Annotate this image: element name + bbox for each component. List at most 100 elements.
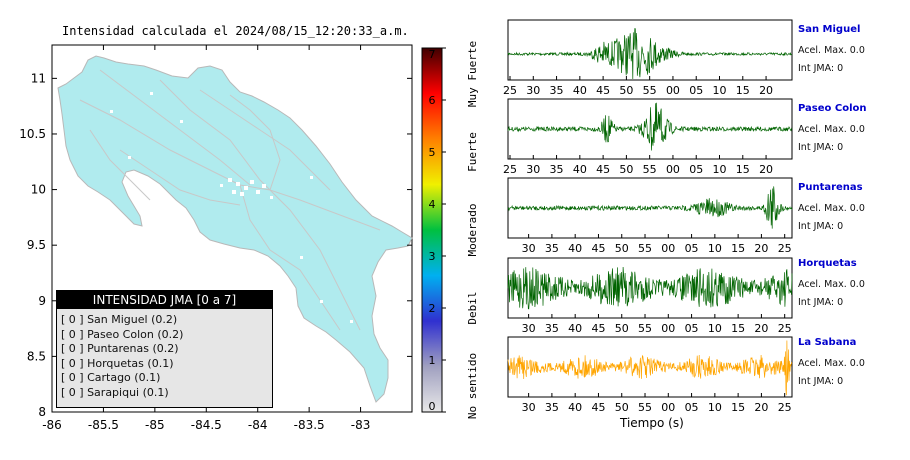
station-max-accel: Acel. Max. 0.0 bbox=[798, 45, 865, 56]
map-title: Intensidad calculada el 2024/08/15_12:20… bbox=[62, 24, 409, 38]
waveform-tick-label: 20 bbox=[759, 84, 773, 97]
waveform-tick-label: 25 bbox=[778, 322, 792, 335]
waveform-trace bbox=[507, 102, 793, 151]
y-tick-label: 8.5 bbox=[27, 349, 46, 363]
waveform-tick-label: 05 bbox=[685, 401, 699, 414]
waveform-tick-label: 55 bbox=[643, 84, 657, 97]
legend-entry: [ 0 ] Horquetas (0.1) bbox=[61, 356, 174, 370]
colorbar-category-label: Moderado bbox=[466, 204, 479, 257]
waveform-tick-label: 00 bbox=[661, 242, 675, 255]
waveform-tick-label: 10 bbox=[708, 401, 722, 414]
waveform-tick-label: 40 bbox=[568, 401, 582, 414]
y-tick-label: 10 bbox=[31, 183, 46, 197]
waveform-tick-label: 35 bbox=[550, 163, 564, 176]
station-max-accel: Acel. Max. 0.0 bbox=[798, 358, 865, 369]
waveform-tick-label: 35 bbox=[545, 401, 559, 414]
waveform-x-axis-label: Tiempo (s) bbox=[620, 416, 684, 430]
waveform-tick-label: 30 bbox=[526, 84, 540, 97]
waveform-tick-label: 30 bbox=[522, 322, 536, 335]
waveform-tick-label: 30 bbox=[522, 401, 536, 414]
waveform-tick-label: 45 bbox=[596, 163, 610, 176]
station-info: Acel. Max. 0.0 Int JMA: 0 bbox=[798, 276, 865, 312]
waveform-tick-label: 55 bbox=[638, 322, 652, 335]
legend-entry: [ 0 ] Sarapiqui (0.1) bbox=[61, 385, 169, 399]
colorbar-tick-label: 3 bbox=[429, 250, 436, 263]
waveform-tick-label: 50 bbox=[615, 401, 629, 414]
waveform-tick-label: 05 bbox=[689, 84, 703, 97]
station-jma: Int JMA: 0 bbox=[798, 63, 844, 74]
station-name: Horquetas bbox=[798, 258, 857, 269]
y-tick-label: 8 bbox=[38, 405, 46, 419]
waveform-tick-label: 45 bbox=[591, 242, 605, 255]
x-tick-label: -85.5 bbox=[88, 418, 119, 432]
waveform-tick-label: 35 bbox=[545, 242, 559, 255]
waveform-tick-label: 20 bbox=[759, 163, 773, 176]
waveform-tick-label: 05 bbox=[685, 322, 699, 335]
x-tick-label: -85 bbox=[145, 418, 165, 432]
waveform-tick-label: 30 bbox=[526, 163, 540, 176]
station-info: Acel. Max. 0.0 Int JMA: 0 bbox=[798, 42, 865, 78]
colorbar-tick-label: 1 bbox=[429, 354, 436, 367]
city-markers bbox=[110, 92, 353, 323]
waveform-tick-label: 45 bbox=[591, 401, 605, 414]
colorbar-tick-label: 5 bbox=[429, 146, 436, 159]
colorbar-tick-label: 4 bbox=[429, 198, 436, 211]
x-tick-label: -86 bbox=[42, 418, 62, 432]
x-tick-label: -83.5 bbox=[294, 418, 325, 432]
colorbar-tick-label: 0 bbox=[429, 400, 436, 413]
waveform-tick-label: 50 bbox=[619, 84, 633, 97]
colorbar-category-label: No sentido bbox=[466, 353, 479, 419]
waveform-tick-label: 10 bbox=[708, 322, 722, 335]
waveform-tick-label: 50 bbox=[615, 242, 629, 255]
legend-entry: [ 0 ] Paseo Colon (0.2) bbox=[61, 327, 184, 341]
station-info: Acel. Max. 0.0 Int JMA: 0 bbox=[798, 355, 865, 391]
y-tick-label: 10.5 bbox=[19, 127, 46, 141]
waveform-tick-label: 55 bbox=[643, 163, 657, 176]
station-jma: Int JMA: 0 bbox=[798, 142, 844, 153]
waveform-tick-label: 25 bbox=[778, 242, 792, 255]
waveform-tick-label: 50 bbox=[615, 322, 629, 335]
colorbar-tick-label: 2 bbox=[429, 302, 436, 315]
waveform-tick-label: 40 bbox=[573, 84, 587, 97]
waveform-tick-label: 15 bbox=[731, 401, 745, 414]
station-name: San Miguel bbox=[798, 24, 861, 35]
waveform-tick-label: 15 bbox=[736, 163, 750, 176]
costa-rica-landmass bbox=[57, 55, 413, 403]
waveform-tick-label: 20 bbox=[754, 401, 768, 414]
waveform-panels: 25 30 35 40 45 50 55 00 05 10 15 20 25 30 35 40 45 50 55 00… bbox=[503, 19, 793, 414]
x-tick-label: -83 bbox=[351, 418, 371, 432]
waveform-tick-label: 55 bbox=[638, 401, 652, 414]
station-max-accel: Acel. Max. 0.0 bbox=[798, 124, 865, 135]
waveform-trace bbox=[507, 340, 793, 396]
y-tick-label: 11 bbox=[31, 71, 46, 85]
colorbar-category-label: Fuerte bbox=[466, 132, 479, 172]
station-name: Paseo Colon bbox=[798, 103, 867, 114]
waveform-tick-label: 55 bbox=[638, 242, 652, 255]
map-axes: -86 -85.5 -85 -84.5 -84 -83.5 -83 11 10.5 10 9.5 9 8… bbox=[19, 45, 412, 432]
waveform-tick-label: 10 bbox=[713, 163, 727, 176]
waveform-tick-label: 40 bbox=[573, 163, 587, 176]
waveform-tick-label: 45 bbox=[591, 322, 605, 335]
colorbar-category-label: Muy Fuerte bbox=[466, 41, 479, 107]
station-max-accel: Acel. Max. 0.0 bbox=[798, 279, 865, 290]
colorbar-tick-label: 7 bbox=[429, 48, 436, 61]
station-info: Acel. Max. 0.0 Int JMA: 0 bbox=[798, 121, 865, 157]
station-info: Acel. Max. 0.0 Int JMA: 0 bbox=[798, 200, 865, 236]
legend-entry: [ 0 ] San Miguel (0.2) bbox=[61, 313, 178, 326]
waveform-tick-label: 40 bbox=[568, 322, 582, 335]
y-tick-label: 9 bbox=[38, 294, 46, 308]
waveform-tick-label: 10 bbox=[708, 242, 722, 255]
legend-entry: [ 0 ] Cartago (0.1) bbox=[61, 371, 161, 385]
waveform-trace bbox=[507, 186, 793, 229]
waveform-tick-label: 40 bbox=[568, 242, 582, 255]
waveform-tick-label: 00 bbox=[661, 401, 675, 414]
waveform-tick-label: 05 bbox=[685, 242, 699, 255]
waveform-tick-label: 20 bbox=[754, 242, 768, 255]
waveform-tick-label: 10 bbox=[713, 84, 727, 97]
intensity-colorbar: 0 1 2 3 4 5 6 7 No sentido Debil Moderado Fuerte Muy… bbox=[421, 41, 479, 419]
waveform-tick-label: 35 bbox=[550, 84, 564, 97]
waveform-tick-label: 50 bbox=[619, 163, 633, 176]
waveform-trace bbox=[507, 28, 793, 80]
station-jma: Int JMA: 0 bbox=[798, 376, 844, 387]
waveform-tick-label: 25 bbox=[778, 401, 792, 414]
